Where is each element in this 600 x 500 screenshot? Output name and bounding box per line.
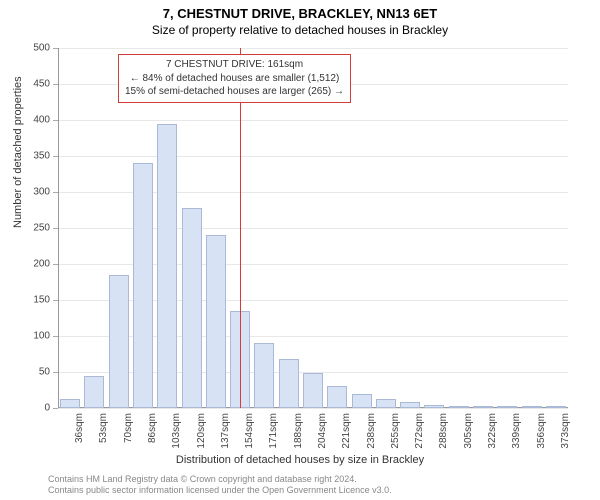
histogram-bar [60,399,80,408]
gridline-h [58,48,568,49]
chart-plot-area: 05010015020025030035040045050036sqm53sqm… [58,48,568,408]
gridline-h [58,156,568,157]
y-tick-label: 200 [33,259,50,270]
x-tick-label: 339sqm [511,413,522,449]
histogram-bar [546,406,566,408]
y-tick-label: 250 [33,223,50,234]
info-box-line: ← 84% of detached houses are smaller (1,… [125,72,344,86]
y-tick-label: 150 [33,295,50,306]
footer-line-1: Contains HM Land Registry data © Crown c… [48,474,392,485]
y-tick-label: 0 [44,403,50,414]
x-tick-label: 204sqm [317,413,328,449]
y-axis-line [58,48,59,408]
x-tick-label: 238sqm [366,413,377,449]
histogram-bar [303,373,323,408]
x-tick-label: 120sqm [196,413,207,449]
x-tick-label: 322sqm [487,413,498,449]
histogram-bar [206,235,226,408]
x-axis-title: Distribution of detached houses by size … [0,454,600,466]
histogram-bar [279,359,299,408]
footer-line-2: Contains public sector information licen… [48,485,392,496]
histogram-bar [449,406,469,408]
histogram-bar [133,163,153,408]
info-box-line: 15% of semi-detached houses are larger (… [125,85,344,99]
reference-info-box: 7 CHESTNUT DRIVE: 161sqm← 84% of detache… [118,54,351,103]
histogram-bar [327,386,347,408]
histogram-bar [522,406,542,408]
histogram-bar [109,275,129,408]
info-box-line: 7 CHESTNUT DRIVE: 161sqm [125,58,344,72]
x-tick-label: 137sqm [220,413,231,449]
gridline-h [58,408,568,409]
y-tick-label: 300 [33,187,50,198]
histogram-bar [254,343,274,408]
histogram-bar [182,208,202,408]
histogram-bar [424,405,444,408]
footer-attribution: Contains HM Land Registry data © Crown c… [48,474,392,497]
histogram-bar [376,399,396,408]
y-axis-title: Number of detached properties [12,76,24,228]
x-tick-label: 356sqm [536,413,547,449]
chart-title-sub: Size of property relative to detached ho… [0,21,600,37]
x-tick-label: 154sqm [244,413,255,449]
x-tick-label: 36sqm [74,413,85,443]
histogram-bar [352,394,372,408]
y-tick-label: 50 [39,367,50,378]
x-tick-label: 221sqm [341,413,352,449]
chart-title-main: 7, CHESTNUT DRIVE, BRACKLEY, NN13 6ET [0,0,600,21]
x-tick-label: 53sqm [98,413,109,443]
histogram-bar [400,402,420,408]
y-tick-label: 450 [33,79,50,90]
x-tick-label: 305sqm [463,413,474,449]
x-tick-label: 373sqm [560,413,571,449]
y-tick-label: 100 [33,331,50,342]
y-tick-label: 500 [33,43,50,54]
histogram-bar [84,376,104,408]
x-tick-label: 171sqm [268,413,279,449]
x-tick-label: 70sqm [123,413,134,443]
x-tick-label: 272sqm [414,413,425,449]
histogram-bar [473,406,493,408]
histogram-bar [497,406,517,408]
x-tick-label: 86sqm [147,413,158,443]
x-tick-label: 188sqm [293,413,304,449]
x-tick-label: 255sqm [390,413,401,449]
x-tick-label: 103sqm [171,413,182,449]
gridline-h [58,120,568,121]
x-tick-label: 288sqm [438,413,449,449]
y-tick [53,408,58,409]
y-tick-label: 400 [33,115,50,126]
y-tick-label: 350 [33,151,50,162]
histogram-bar [157,124,177,408]
